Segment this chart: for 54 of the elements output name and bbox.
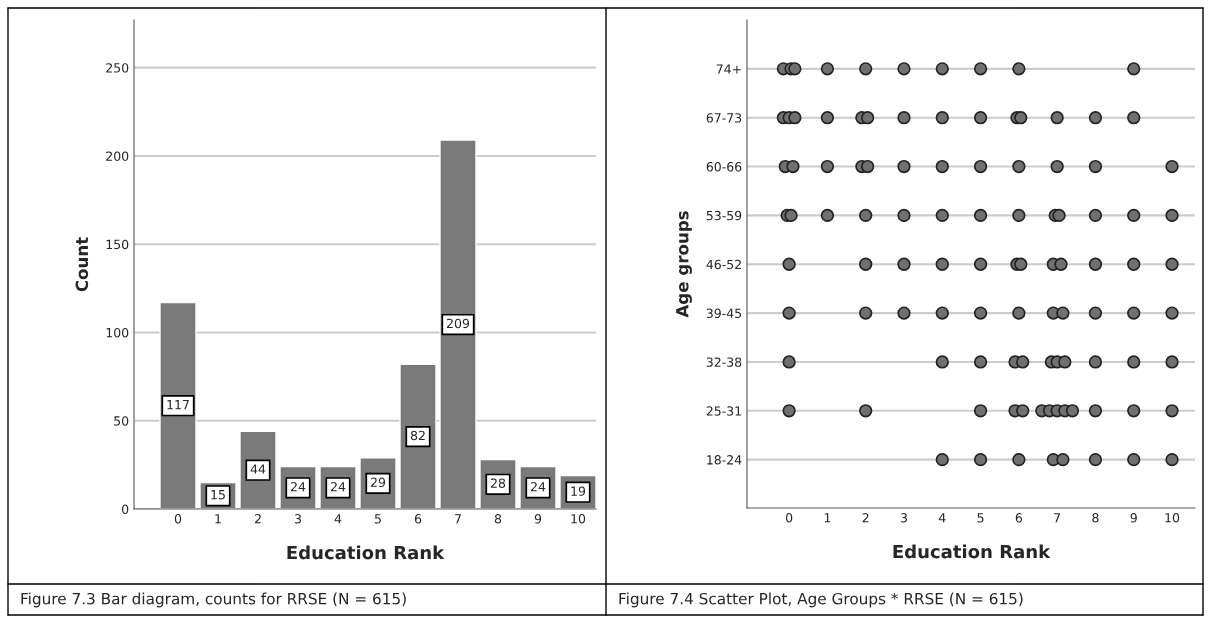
- x-tick-label: 7: [1054, 513, 1061, 523]
- y-tick-label: 0: [122, 504, 129, 514]
- x-axis-title: Education Rank: [287, 545, 445, 560]
- x-tick-label: 10: [571, 514, 586, 524]
- y-tick-label: 150: [106, 239, 129, 250]
- x-tick-label: 1: [215, 514, 221, 524]
- x-tick-label: 5: [374, 514, 381, 524]
- data-label: 24: [330, 481, 346, 492]
- x-tick-label: 4: [938, 513, 946, 523]
- x-tick-label: 8: [494, 514, 502, 524]
- x-tick-label: 8: [1092, 513, 1099, 523]
- data-label: 24: [290, 481, 306, 492]
- y-axis-title: Age groups: [676, 211, 692, 318]
- caption: Figure 7.3 Bar diagram, counts for RRSE (N = 615): [21, 592, 406, 608]
- x-tick-label: 3: [294, 514, 301, 524]
- data-label: 117: [167, 400, 189, 410]
- y-tick-label: 200: [106, 151, 129, 161]
- x-tick-label: 2: [254, 514, 261, 524]
- data-label: 82: [410, 430, 425, 441]
- y-tick-label: 39-45: [706, 308, 742, 319]
- y-tick-label: 74+: [716, 64, 741, 74]
- data-label: 28: [490, 478, 506, 488]
- x-tick-label: 5: [977, 513, 984, 523]
- data-label: 209: [446, 318, 470, 329]
- x-tick-label: 9: [534, 514, 542, 524]
- x-tick-label: 0: [785, 513, 793, 523]
- x-tick-label: 1: [824, 513, 831, 523]
- y-tick-label: 32-38: [706, 357, 742, 367]
- data-label: 15: [211, 490, 225, 500]
- x-tick-label: 0: [174, 514, 182, 524]
- y-tick-label: 100: [106, 327, 129, 338]
- data-label: 24: [530, 481, 546, 492]
- x-tick-label: 9: [1130, 513, 1137, 523]
- x-tick-label: 7: [455, 514, 461, 524]
- data-label: 19: [571, 486, 586, 496]
- y-tick-label: 25-31: [706, 406, 741, 416]
- x-tick-label: 3: [900, 513, 907, 523]
- y-axis-title: Count: [75, 237, 89, 292]
- y-tick-label: 18-24: [707, 455, 742, 465]
- y-tick-label: 53-59: [706, 210, 742, 221]
- caption: Figure 7.4 Scatter Plot, Age Groups * RRSE (N = 615): [619, 592, 1023, 608]
- x-tick-label: 6: [1015, 513, 1023, 523]
- x-tick-label: 2: [862, 513, 869, 523]
- y-tick-label: 250: [106, 63, 129, 73]
- y-tick-label: 60-66: [706, 162, 742, 172]
- x-tick-label: 10: [1165, 513, 1180, 523]
- y-tick-label: 46-52: [706, 259, 741, 270]
- x-tick-label: 4: [334, 514, 342, 524]
- data-label: 29: [370, 477, 386, 488]
- x-tick-label: 6: [414, 514, 422, 524]
- y-tick-label: 67-73: [706, 113, 742, 123]
- data-label: 44: [250, 464, 266, 474]
- x-axis-title: Education Rank: [893, 544, 1051, 559]
- y-tick-label: 50: [114, 416, 129, 426]
